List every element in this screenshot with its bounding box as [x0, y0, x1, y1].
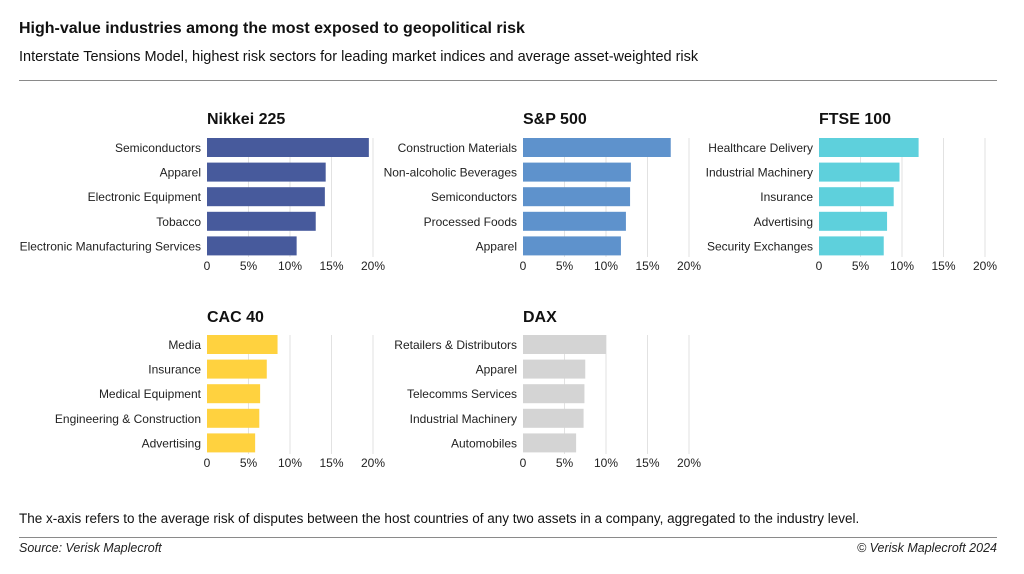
dax-tick-label: 20% — [677, 456, 701, 470]
s-p-500-category-label: Processed Foods — [424, 215, 517, 229]
nikkei-225-tick-label: 15% — [319, 259, 343, 273]
s-p-500-category-label: Construction Materials — [398, 141, 517, 155]
cac-40-bar — [207, 335, 278, 354]
cac-40-tick-label: 5% — [240, 456, 258, 470]
dax-bar — [523, 359, 586, 379]
dax-category-label: Automobiles — [451, 436, 517, 450]
s-p-500-tick-label: 10% — [594, 259, 618, 273]
dax-tick-label: 10% — [594, 456, 618, 470]
ftse-100-category-label: Security Exchanges — [707, 239, 813, 253]
nikkei-225-category-label: Electronic Equipment — [88, 190, 202, 204]
ftse-100-chart-title: FTSE 100 — [819, 111, 891, 128]
cac-40-category-label: Engineering & Construction — [55, 412, 201, 426]
ftse-100-category-label: Advertising — [754, 215, 813, 229]
dax-bar — [523, 433, 577, 453]
cac-40-category-label: Media — [168, 338, 201, 352]
dax-bar — [523, 408, 584, 428]
dax-category-label: Retailers & Distributors — [394, 338, 517, 352]
nikkei-225-tick-label: 20% — [361, 259, 385, 273]
nikkei-225-category-label: Tobacco — [156, 215, 201, 229]
nikkei-225-tick-label: 5% — [240, 259, 258, 273]
s-p-500-bar — [523, 138, 671, 157]
cac-40-tick-label: 20% — [361, 456, 385, 470]
dax-bar — [523, 335, 606, 354]
ftse-100-category-label: Insurance — [760, 190, 813, 204]
ftse-100-tick-label: 15% — [931, 259, 955, 273]
dax-tick-label: 15% — [635, 456, 659, 470]
page-subtitle: Interstate Tensions Model, highest risk … — [19, 49, 699, 65]
source-text: Source: Verisk Maplecroft — [19, 541, 162, 555]
dax-chart-title: DAX — [523, 309, 557, 326]
ftse-100-tick-label: 10% — [890, 259, 914, 273]
cac-40-category-label: Advertising — [142, 436, 201, 450]
dax-tick-label: 0 — [520, 456, 527, 470]
cac-40-tick-label: 0 — [204, 456, 211, 470]
ftse-100-category-label: Healthcare Delivery — [708, 141, 813, 155]
nikkei-225-category-label: Semiconductors — [115, 141, 201, 155]
copyright-text: © Verisk Maplecroft 2024 — [856, 541, 997, 555]
s-p-500-bar — [523, 236, 621, 256]
dax-category-label: Industrial Machinery — [410, 412, 517, 426]
ftse-100-bar — [819, 162, 900, 182]
s-p-500-tick-label: 20% — [677, 259, 701, 273]
s-p-500-category-label: Semiconductors — [431, 190, 517, 204]
nikkei-225-chart-title: Nikkei 225 — [207, 111, 285, 128]
cac-40-category-label: Medical Equipment — [99, 387, 202, 401]
s-p-500-bar — [523, 211, 626, 231]
dax-bar — [523, 384, 585, 404]
s-p-500-bar — [523, 162, 631, 182]
dax-category-label: Apparel — [476, 363, 517, 377]
ftse-100-bar — [819, 211, 888, 231]
header-divider — [19, 80, 997, 81]
ftse-100-bar — [819, 236, 884, 256]
ftse-100-tick-label: 5% — [852, 259, 870, 273]
s-p-500-tick-label: 5% — [556, 259, 574, 273]
nikkei-225-bar — [207, 187, 325, 207]
ftse-100-bar — [819, 187, 894, 207]
axis-note: The x-axis refers to the average risk of… — [19, 511, 860, 526]
nikkei-225-bar — [207, 236, 297, 256]
page-title: High-value industries among the most exp… — [19, 20, 525, 37]
nikkei-225-bar — [207, 138, 369, 157]
cac-40-bar — [207, 408, 260, 428]
ftse-100-category-label: Industrial Machinery — [706, 166, 813, 180]
cac-40-bar — [207, 359, 267, 379]
s-p-500-chart-title: S&P 500 — [523, 111, 587, 128]
dax-category-label: Telecomms Services — [407, 387, 517, 401]
nikkei-225-category-label: Electronic Manufacturing Services — [20, 239, 201, 253]
nikkei-225-bar — [207, 162, 326, 182]
nikkei-225-tick-label: 0 — [204, 259, 211, 273]
s-p-500-tick-label: 15% — [635, 259, 659, 273]
cac-40-chart-title: CAC 40 — [207, 309, 264, 326]
ftse-100-tick-label: 0 — [816, 259, 823, 273]
nikkei-225-bar — [207, 211, 316, 231]
dax-tick-label: 5% — [556, 456, 574, 470]
cac-40-bar — [207, 433, 256, 453]
cac-40-category-label: Insurance — [148, 363, 201, 377]
ftse-100-bar — [819, 138, 919, 157]
cac-40-tick-label: 10% — [278, 456, 302, 470]
ftse-100-tick-label: 20% — [973, 259, 997, 273]
cac-40-tick-label: 15% — [319, 456, 343, 470]
s-p-500-category-label: Apparel — [476, 239, 517, 253]
cac-40-bar — [207, 384, 261, 404]
s-p-500-tick-label: 0 — [520, 259, 527, 273]
s-p-500-bar — [523, 187, 631, 207]
s-p-500-category-label: Non-alcoholic Beverages — [384, 166, 517, 180]
footer-divider — [19, 537, 997, 538]
nikkei-225-category-label: Apparel — [160, 166, 201, 180]
nikkei-225-tick-label: 10% — [278, 259, 302, 273]
